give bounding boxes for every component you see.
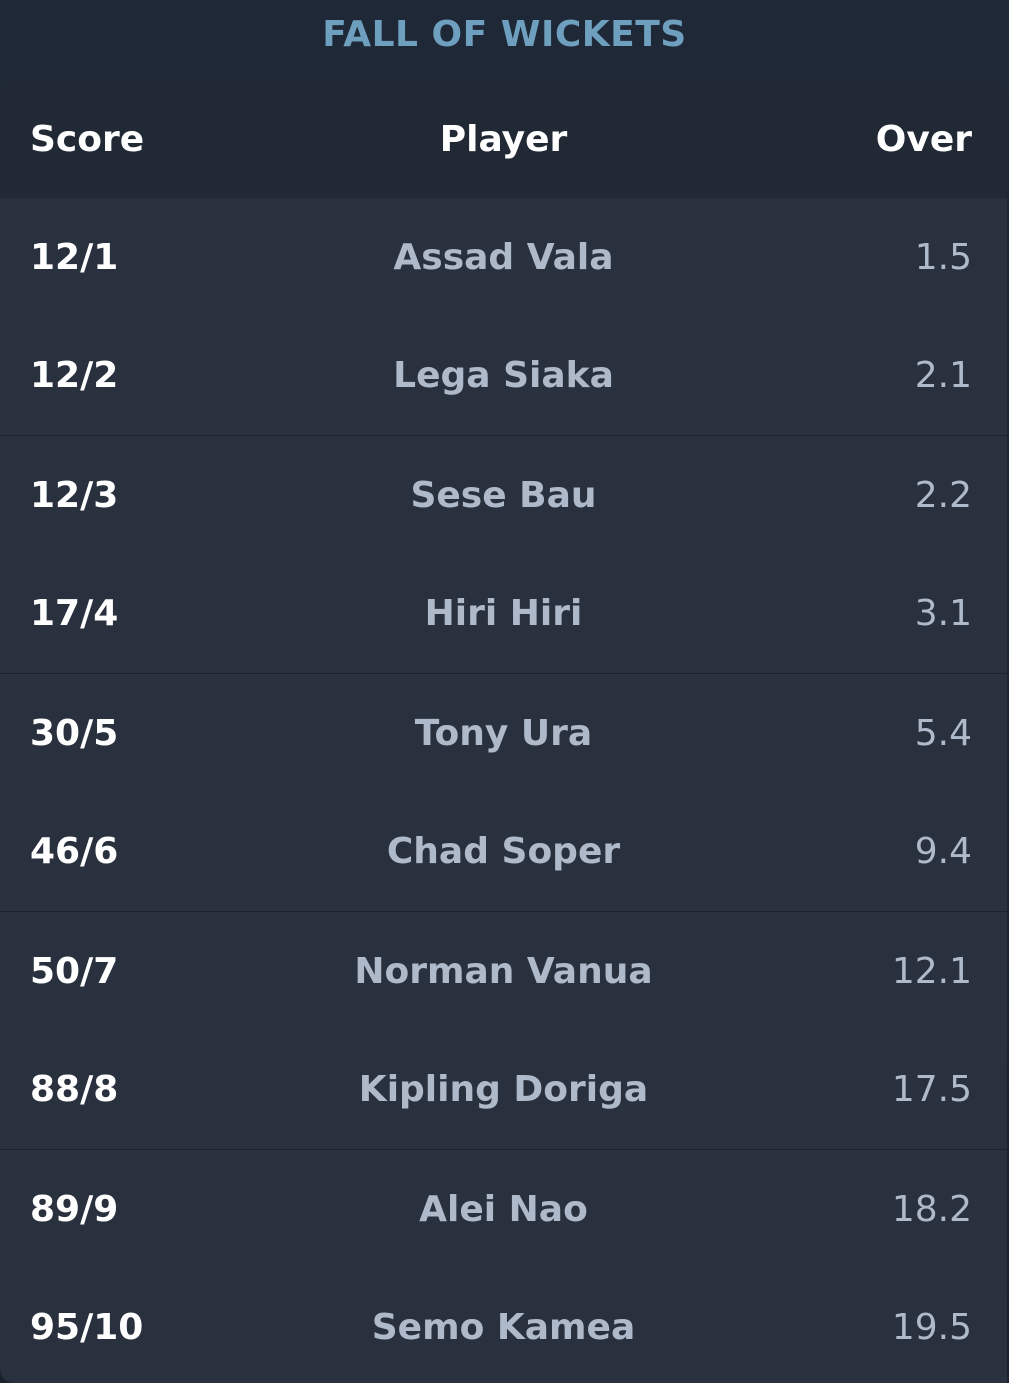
row-player: Assad Vala: [393, 236, 614, 278]
row-score: 30/5: [30, 712, 119, 754]
row-over: 3.1: [914, 593, 972, 635]
row-over: 18.2: [891, 1188, 972, 1230]
table-row: 17/4 Hiri Hiri 3.1: [0, 555, 1007, 674]
row-player: Lega Siaka: [393, 355, 614, 397]
row-score: 89/9: [30, 1188, 119, 1230]
row-over: 17.5: [891, 1069, 972, 1111]
table-row: 12/1 Assad Vala 1.5: [0, 198, 1007, 317]
fall-of-wickets-table: Score Player Over 12/1 Assad Vala 1.5 12…: [0, 80, 1007, 1383]
row-over: 9.4: [914, 831, 972, 873]
table-row: 12/2 Lega Siaka 2.1: [0, 317, 1007, 436]
row-score: 95/10: [30, 1307, 144, 1349]
header-score: Score: [30, 118, 145, 160]
row-score: 12/2: [30, 355, 119, 397]
row-score: 46/6: [30, 831, 119, 873]
header-over: Over: [875, 118, 972, 160]
row-player: Chad Soper: [386, 831, 621, 873]
table-row: 89/9 Alei Nao 18.2: [0, 1150, 1007, 1269]
table-row: 46/6 Chad Soper 9.4: [0, 793, 1007, 912]
row-over: 1.5: [914, 236, 972, 278]
row-over: 12.1: [891, 950, 972, 992]
section-title: FALL OF WICKETS: [322, 13, 687, 55]
table-header: Score Player Over: [0, 80, 1007, 198]
row-player: Tony Ura: [414, 712, 593, 754]
table-row: 12/3 Sese Bau 2.2: [0, 436, 1007, 555]
row-score: 50/7: [30, 950, 119, 992]
table-row: 88/8 Kipling Doriga 17.5: [0, 1031, 1007, 1150]
row-score: 88/8: [30, 1069, 119, 1111]
row-score: 12/1: [30, 236, 119, 278]
row-player: Alei Nao: [419, 1188, 588, 1230]
table-row: 95/10 Semo Kamea 19.5: [0, 1269, 1007, 1383]
row-over: 2.1: [914, 355, 972, 397]
header-player: Player: [439, 118, 568, 160]
table-row: 50/7 Norman Vanua 12.1: [0, 912, 1007, 1031]
row-player: Hiri Hiri: [424, 593, 583, 635]
row-over: 19.5: [891, 1307, 972, 1349]
row-player: Norman Vanua: [354, 950, 653, 992]
row-score: 12/3: [30, 474, 119, 516]
row-over: 2.2: [914, 474, 972, 516]
row-player: Kipling Doriga: [358, 1069, 649, 1111]
table-body: 12/1 Assad Vala 1.5 12/2 Lega Siaka 2.1 …: [0, 198, 1007, 1383]
table-row: 30/5 Tony Ura 5.4: [0, 674, 1007, 793]
row-player: Semo Kamea: [371, 1307, 636, 1349]
row-over: 5.4: [914, 712, 972, 754]
row-player: Sese Bau: [410, 474, 597, 516]
row-score: 17/4: [30, 593, 119, 635]
